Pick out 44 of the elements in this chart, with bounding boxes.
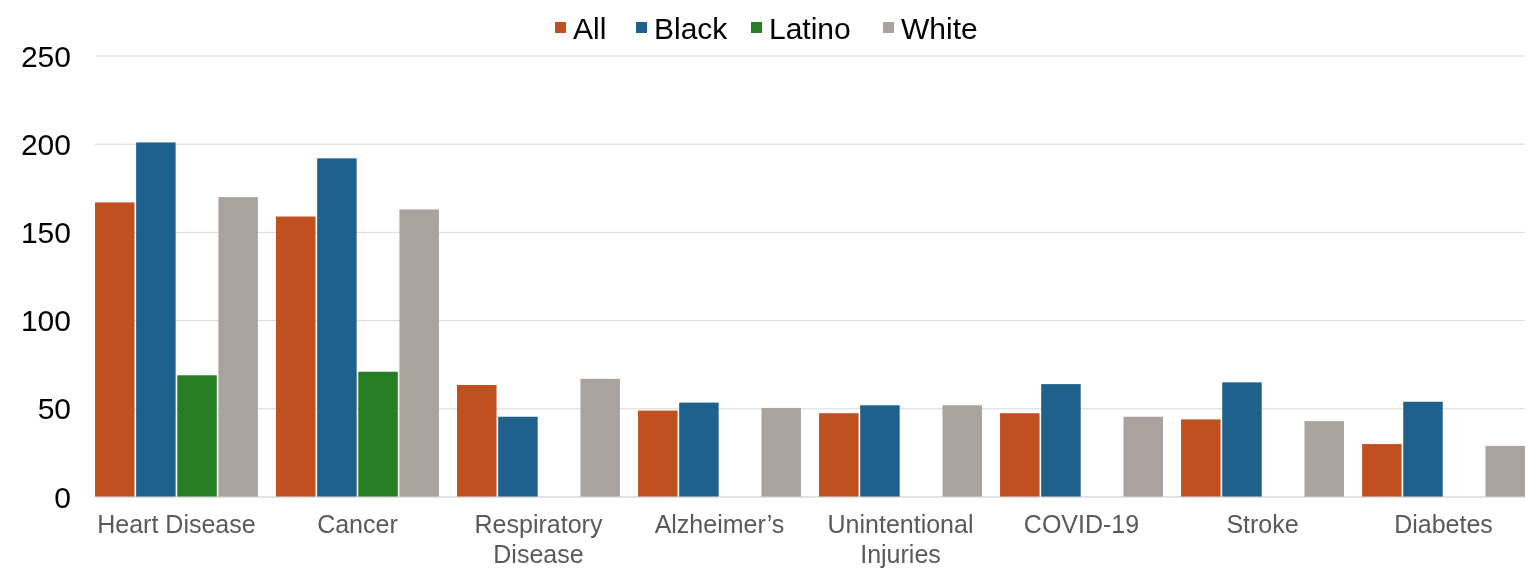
bar xyxy=(498,416,538,497)
y-tick-label: 200 xyxy=(20,127,71,161)
bar xyxy=(1123,416,1163,497)
bar xyxy=(218,197,258,497)
bar xyxy=(761,407,801,497)
y-tick-label: 150 xyxy=(20,215,71,249)
bar xyxy=(317,158,357,497)
y-tick-label: 250 xyxy=(20,39,71,73)
legend-label: Latino xyxy=(769,11,851,45)
bar xyxy=(638,410,678,497)
bar xyxy=(819,413,859,497)
legend-label: White xyxy=(901,11,978,45)
x-tick-label: Unintentional Injuries xyxy=(827,510,974,568)
bar xyxy=(136,142,176,497)
bar xyxy=(1041,384,1081,497)
bar xyxy=(1304,421,1344,497)
bar xyxy=(177,375,217,497)
legend-label: All xyxy=(573,11,607,45)
bar xyxy=(679,402,719,497)
x-tick-label: Heart Disease xyxy=(97,510,256,538)
bar xyxy=(457,384,497,497)
bar xyxy=(1485,445,1525,497)
bar xyxy=(358,371,398,497)
x-tick-label: Alzheimer’s xyxy=(654,510,785,538)
x-tick-label: Stroke xyxy=(1226,510,1299,538)
bar xyxy=(399,209,439,497)
bar xyxy=(1362,444,1402,497)
y-tick-label: 100 xyxy=(20,304,71,338)
bar xyxy=(95,202,135,497)
bar xyxy=(1403,401,1443,497)
x-tick-label: Cancer xyxy=(317,510,398,538)
bar xyxy=(942,405,982,497)
bar xyxy=(276,216,316,497)
bar xyxy=(580,378,620,497)
bar xyxy=(860,405,900,497)
y-tick-label: 0 xyxy=(54,480,71,514)
x-tick-label: Diabetes xyxy=(1394,510,1493,538)
bar xyxy=(1181,419,1221,497)
bar xyxy=(1222,382,1262,497)
legend-label: Black xyxy=(654,11,729,45)
bar xyxy=(1000,413,1040,497)
x-tick-label: COVID-19 xyxy=(1023,510,1140,538)
x-tick-label: Respiratory Disease xyxy=(474,510,603,568)
y-tick-label: 50 xyxy=(37,392,71,426)
